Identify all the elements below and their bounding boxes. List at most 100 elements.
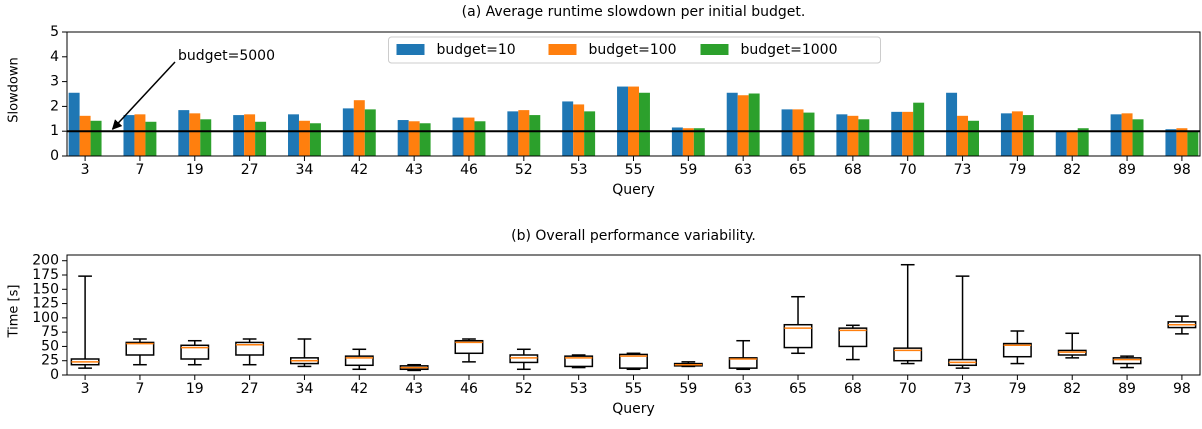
bar [1132,119,1144,156]
bar [353,100,365,156]
x-tick-label: 43 [405,162,423,178]
x-tick-label: 52 [515,162,533,178]
bar [474,121,486,156]
y-tick-label: 125 [32,296,59,312]
bar [891,111,903,156]
bar [463,117,475,156]
annotation: budget=5000 [178,48,275,64]
x-tick-label: 98 [1173,381,1191,397]
x-tick-label: 42 [350,381,368,397]
bar [200,119,212,156]
bar [288,114,299,156]
bar [364,109,376,156]
x-tick-label: 82 [1063,162,1081,178]
x-tick-label: 82 [1063,381,1081,397]
legend-label: budget=10 [437,42,516,58]
x-tick-label: 34 [296,162,314,178]
y-tick-label: 2 [50,98,59,114]
box [509,354,539,364]
x-tick-label: 53 [570,162,588,178]
legend-label: budget=1000 [741,42,838,58]
y-tick-label: 5 [50,24,59,40]
bar [1055,131,1067,156]
x-tick-label: 43 [405,381,423,397]
x-tick-label: 7 [135,162,144,178]
box [728,357,758,369]
bar [134,114,146,156]
x-tick-label: 65 [789,162,807,178]
bar [68,92,80,156]
y-tick-label: 75 [41,324,59,340]
y-tick-label: 50 [41,338,59,354]
legend-swatch [396,44,425,55]
x-tick-label: 7 [135,381,144,397]
x-tick-label: 63 [734,162,752,178]
x-tick-label: 98 [1173,162,1191,178]
bar [858,119,870,156]
bar [1066,131,1078,156]
bar [562,101,574,156]
bar [584,111,596,156]
box [1112,357,1142,365]
y-tick-label: 0 [50,148,59,164]
bar [737,95,749,156]
box [235,341,265,356]
x-tick-label: 3 [81,381,90,397]
chart-title: (b) Overall performance variability. [511,228,756,244]
x-tick-label: 63 [734,381,752,397]
bar [781,109,793,156]
x-tick-label: 89 [1118,381,1136,397]
y-tick-label: 100 [32,310,59,326]
bar [957,115,969,156]
bar [309,123,321,156]
bar [145,121,157,156]
bar [452,117,464,156]
box [619,353,648,369]
y-axis-label: Time [s] [7,285,22,339]
x-tick-label: 65 [789,381,807,397]
box [344,355,374,367]
bar [298,120,310,156]
x-tick-label: 53 [570,381,588,397]
bar [913,102,925,156]
bar [803,112,815,156]
legend-label: budget=100 [589,42,677,58]
bar [518,110,530,156]
bar [529,115,541,156]
legend-box [388,36,881,64]
bar [90,120,102,156]
bar [408,121,420,156]
bar [617,86,629,156]
bar [233,115,245,156]
x-tick-label: 34 [296,381,314,397]
bar [748,93,760,156]
bar [836,114,848,156]
bar [946,92,958,156]
x-tick-label: 55 [625,381,643,397]
x-tick-label: 19 [186,381,204,397]
y-tick-label: 25 [41,353,59,369]
box [783,323,813,349]
y-tick-label: 4 [50,49,59,65]
bar [1165,129,1177,156]
bar [1077,128,1089,156]
bar [726,92,738,156]
bar [419,123,431,156]
bar [628,86,639,156]
bar [1022,115,1034,156]
bar [255,121,267,156]
box [838,327,868,348]
bar [178,110,190,156]
bar [1176,128,1188,156]
y-axis-label: Slowdown [7,57,22,123]
x-tick-label: 73 [954,162,972,178]
bar [968,120,979,156]
x-tick-label: 59 [679,162,697,178]
bar [1011,111,1023,156]
y-tick-label: 3 [50,74,59,90]
x-tick-label: 55 [625,162,643,178]
x-tick-label: 46 [460,381,478,397]
bar [847,115,859,156]
x-tick-label: 27 [241,162,259,178]
x-tick-label: 79 [1008,381,1026,397]
